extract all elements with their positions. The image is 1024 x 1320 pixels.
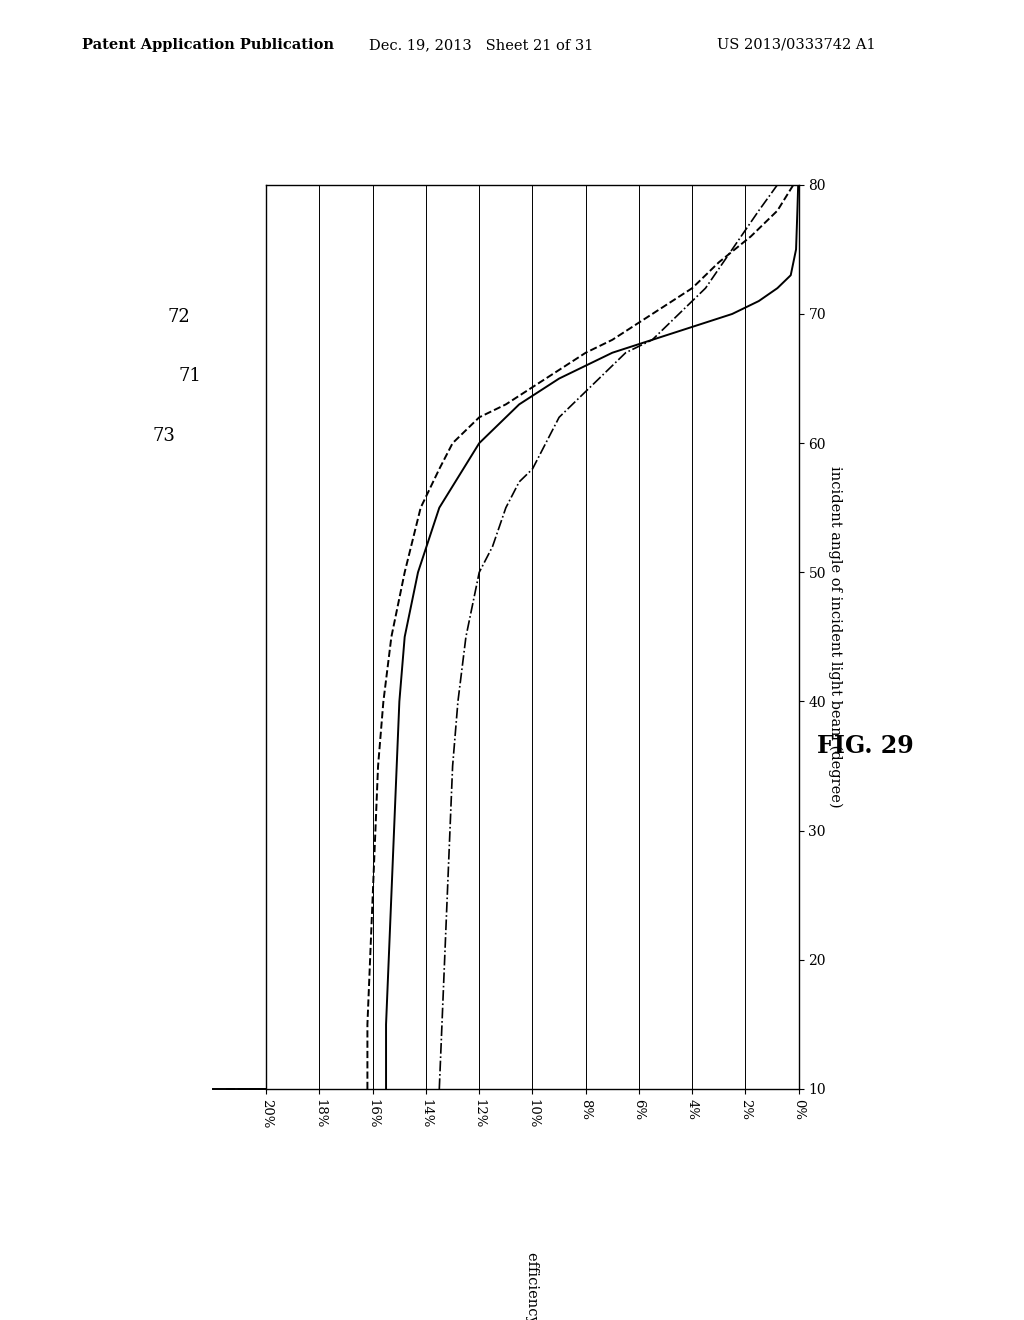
X-axis label: efficiency (%): efficiency (%) xyxy=(525,1251,540,1320)
Text: Dec. 19, 2013   Sheet 21 of 31: Dec. 19, 2013 Sheet 21 of 31 xyxy=(369,38,593,51)
Text: 71: 71 xyxy=(178,367,201,385)
Y-axis label: incident angle of incident light beam (degree): incident angle of incident light beam (d… xyxy=(828,466,843,808)
Text: 73: 73 xyxy=(153,426,175,445)
Text: Patent Application Publication: Patent Application Publication xyxy=(82,38,334,51)
Text: 72: 72 xyxy=(168,308,190,326)
Text: FIG. 29: FIG. 29 xyxy=(817,734,913,758)
Text: US 2013/0333742 A1: US 2013/0333742 A1 xyxy=(717,38,876,51)
